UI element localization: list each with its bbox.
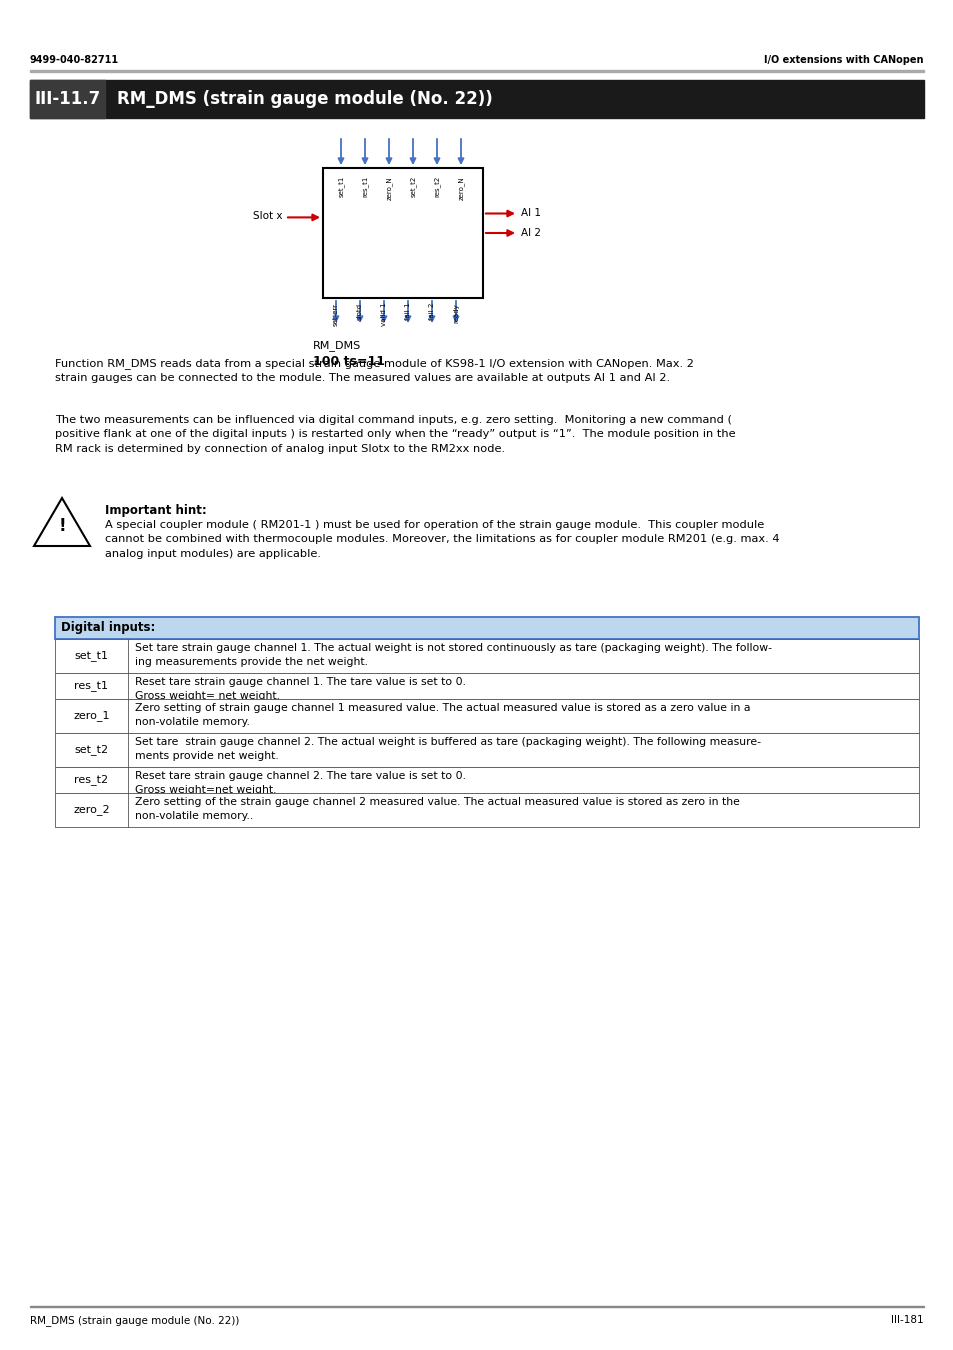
Text: RM_DMS: RM_DMS: [313, 340, 361, 351]
Text: AI 1: AI 1: [520, 208, 540, 219]
Text: Set tare  strain gauge channel 2. The actual weight is buffered as tare (packagi: Set tare strain gauge channel 2. The act…: [135, 737, 760, 760]
Text: set_t1: set_t1: [337, 176, 344, 197]
Text: res_t1: res_t1: [74, 680, 109, 691]
Text: Reset tare strain gauge channel 1. The tare value is set to 0.
Gross weight= net: Reset tare strain gauge channel 1. The t…: [135, 676, 465, 701]
Bar: [30, 80, 105, 117]
Text: Reset tare strain gauge channel 2. The tare value is set to 0.
Gross weight=net : Reset tare strain gauge channel 2. The t…: [135, 771, 465, 795]
Text: res_t1: res_t1: [361, 176, 368, 197]
Text: res_t2: res_t2: [434, 176, 440, 197]
Text: Set tare strain gauge channel 1. The actual weight is not stored continuously as: Set tare strain gauge channel 1. The act…: [135, 643, 771, 667]
Text: zero_N: zero_N: [457, 176, 464, 200]
Text: Slot x: Slot x: [253, 212, 283, 221]
Text: AI 2: AI 2: [520, 228, 540, 238]
Text: Zero setting of strain gauge channel 1 measured value. The actual measured value: Zero setting of strain gauge channel 1 m…: [135, 703, 750, 726]
Bar: [55, 674, 918, 699]
Text: 100 ts=11: 100 ts=11: [313, 355, 385, 369]
Text: set_t2: set_t2: [74, 745, 109, 756]
Text: Zero setting of the strain gauge channel 2 measured value. The actual measured v: Zero setting of the strain gauge channel…: [135, 796, 740, 821]
Text: ready: ready: [453, 302, 458, 323]
Bar: [30, 70, 923, 72]
Text: zero_1: zero_1: [73, 710, 110, 721]
Text: set_t2: set_t2: [409, 176, 416, 197]
Text: !: !: [58, 517, 66, 535]
Text: fail 2: fail 2: [429, 302, 435, 320]
Text: res_t2: res_t2: [74, 775, 109, 786]
Text: Function RM_DMS reads data from a special strain gauge module of KS98-1 I/O exte: Function RM_DMS reads data from a specia…: [55, 358, 693, 383]
Bar: [55, 617, 918, 639]
Text: 9499-040-82711: 9499-040-82711: [30, 55, 119, 65]
Text: Important hint:: Important hint:: [105, 504, 207, 517]
Bar: [323, 167, 482, 298]
Text: fail 1: fail 1: [405, 302, 411, 320]
Text: RM_DMS (strain gauge module (No. 22)): RM_DMS (strain gauge module (No. 22)): [30, 1315, 239, 1326]
Text: set_t1: set_t1: [74, 651, 109, 661]
Text: The two measurements can be influenced via digital command inputs, e.g. zero set: The two measurements can be influenced v…: [55, 414, 735, 454]
Text: III-11.7: III-11.7: [34, 90, 100, 108]
Text: zero_N: zero_N: [385, 176, 392, 200]
Bar: [55, 792, 918, 828]
Text: A special coupler module ( RM201-1 ) must be used for operation of the strain ga: A special coupler module ( RM201-1 ) mus…: [105, 520, 779, 559]
Text: set-err: set-err: [333, 302, 338, 325]
Text: RM_DMS (strain gauge module (No. 22)): RM_DMS (strain gauge module (No. 22)): [117, 90, 493, 108]
Bar: [55, 733, 918, 767]
Bar: [55, 767, 918, 792]
Text: Digital inputs:: Digital inputs:: [61, 621, 155, 634]
Text: zero_2: zero_2: [73, 805, 110, 815]
Bar: [30, 80, 923, 117]
Bar: [55, 699, 918, 733]
Text: III-181: III-181: [890, 1315, 923, 1324]
Text: I/O extensions with CANopen: I/O extensions with CANopen: [763, 55, 923, 65]
Text: valid 1: valid 1: [380, 302, 387, 327]
Text: slotd: slotd: [356, 302, 363, 320]
Bar: [55, 639, 918, 674]
